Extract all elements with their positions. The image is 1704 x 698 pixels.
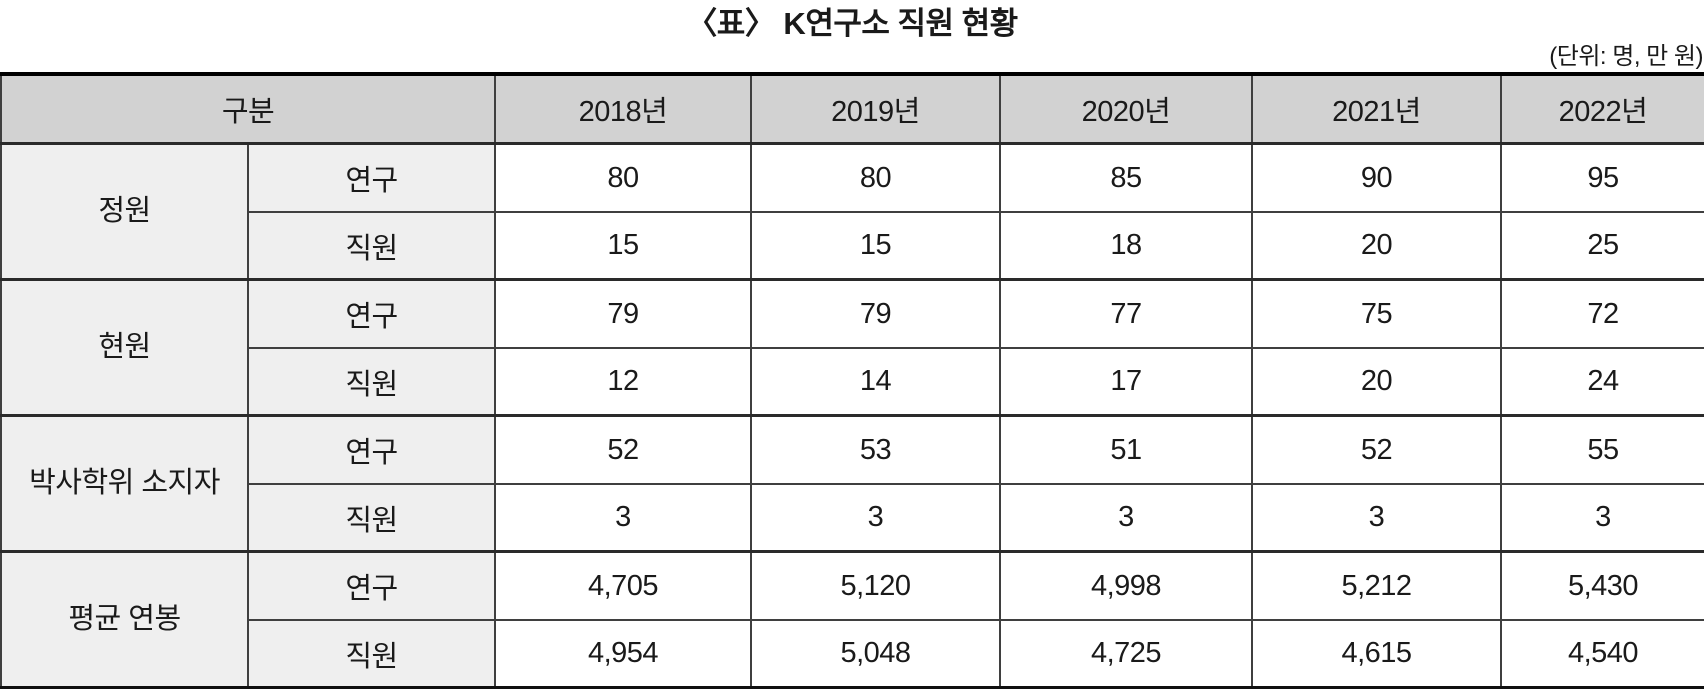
cell-value: 15 (494, 210, 752, 281)
col-header-2018: 2018년 (494, 73, 752, 146)
table-row: 직원 15 15 18 20 25 (1, 210, 1704, 281)
cell-value: 77 (999, 278, 1253, 349)
cell-value: 5,212 (1251, 550, 1502, 621)
sub-label: 직원 (247, 482, 496, 553)
group-label-phd-holders: 박사학위 소지자 (0, 414, 249, 553)
staff-status-table: 구분 2018년 2019년 2020년 2021년 2022년 정원 연구 8… (0, 72, 1704, 690)
cell-value: 51 (999, 414, 1253, 485)
cell-value: 3 (750, 482, 1001, 553)
cell-value: 52 (1251, 414, 1502, 485)
table-header: 구분 2018년 2019년 2020년 2021년 2022년 (0, 73, 1704, 146)
table-row: 현원 연구 79 79 77 75 72 (0, 278, 1704, 417)
table-row: 박사학위 소지자 연구 52 53 51 52 55 (0, 414, 1704, 553)
col-header-2019: 2019년 (750, 73, 1001, 146)
sub-label: 연구 (247, 278, 496, 349)
col-header-2021: 2021년 (1251, 73, 1502, 146)
header-row: 구분 2018년 2019년 2020년 2021년 2022년 (0, 73, 1704, 146)
cell-value: 95 (1500, 142, 1704, 213)
cell-value: 15 (750, 210, 1001, 281)
table-row: 직원 3 3 3 3 3 (1, 482, 1704, 553)
cell-value: 79 (494, 278, 752, 349)
corner-header: 구분 (0, 73, 496, 146)
table-row: 평균 연봉 연구 4,705 5,120 4,998 5,212 5,430 (0, 550, 1704, 689)
table-body: 정원 연구 80 80 85 90 95 직원 15 15 18 20 25 현… (0, 142, 1704, 689)
cell-value: 90 (1251, 142, 1502, 213)
cell-value: 72 (1500, 278, 1704, 349)
cell-value: 3 (494, 482, 752, 553)
table-title: 〈표〉 K연구소 직원 현황 (686, 6, 1018, 41)
cell-value: 18 (999, 210, 1253, 281)
cell-value: 4,540 (1500, 618, 1704, 689)
cell-value: 4,998 (999, 550, 1253, 621)
cell-value: 53 (750, 414, 1001, 485)
cell-value: 4,705 (494, 550, 752, 621)
cell-value: 4,725 (999, 618, 1253, 689)
cell-value: 79 (750, 278, 1001, 349)
cell-value: 17 (999, 346, 1253, 417)
cell-value: 20 (1251, 210, 1502, 281)
sub-label: 직원 (247, 618, 496, 689)
sub-label: 직원 (247, 346, 496, 417)
cell-value: 4,954 (494, 618, 752, 689)
group-label-jeongwon: 정원 (0, 142, 249, 281)
cell-value: 80 (494, 142, 752, 213)
cell-value: 20 (1251, 346, 1502, 417)
cell-value: 55 (1500, 414, 1704, 485)
sub-label: 연구 (247, 414, 496, 485)
sub-label: 직원 (247, 210, 496, 281)
cell-value: 14 (750, 346, 1001, 417)
sub-label: 연구 (247, 550, 496, 621)
cell-value: 3 (999, 482, 1253, 553)
cell-value: 5,048 (750, 618, 1001, 689)
group-label-hyeonwon: 현원 (0, 278, 249, 417)
table-row: 정원 연구 80 80 85 90 95 (0, 142, 1704, 281)
table-row: 직원 12 14 17 20 24 (1, 346, 1704, 417)
cell-value: 75 (1251, 278, 1502, 349)
cell-value: 5,120 (750, 550, 1001, 621)
cell-value: 12 (494, 346, 752, 417)
cell-value: 4,615 (1251, 618, 1502, 689)
cell-value: 3 (1500, 482, 1704, 553)
cell-value: 25 (1500, 210, 1704, 281)
sub-label: 연구 (247, 142, 496, 213)
col-header-2022: 2022년 (1500, 73, 1704, 146)
cell-value: 3 (1251, 482, 1502, 553)
table-row: 직원 4,954 5,048 4,725 4,615 4,540 (1, 618, 1704, 689)
col-header-2020: 2020년 (999, 73, 1253, 146)
cell-value: 80 (750, 142, 1001, 213)
cell-value: 24 (1500, 346, 1704, 417)
cell-value: 85 (999, 142, 1253, 213)
cell-value: 52 (494, 414, 752, 485)
group-label-avg-salary: 평균 연봉 (0, 550, 249, 689)
unit-note: (단위: 명, 만 원) (1549, 43, 1703, 71)
cell-value: 5,430 (1500, 550, 1704, 621)
